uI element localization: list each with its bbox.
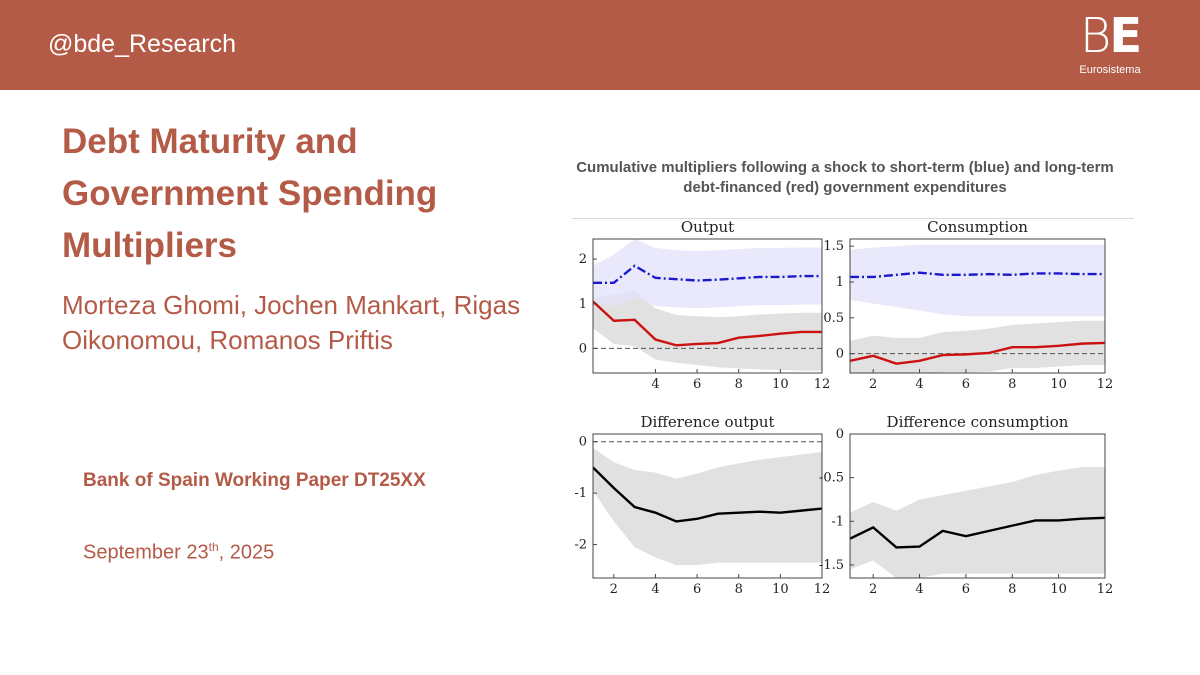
y-tick-label: 0 [579,341,587,356]
y-tick-label: -1 [574,486,587,501]
confidence-band [593,290,822,371]
figure-divider [572,218,1134,219]
panel-frame [592,238,823,374]
x-tick-label: 10 [1050,377,1067,392]
x-tick-label: 4 [915,582,923,595]
y-tick-label: 2 [579,252,587,267]
panel-frame [849,433,1106,579]
date-prefix: September 23 [83,541,209,564]
header-banner: @bde_Research BE Eurosistema [0,0,1200,90]
y-tick-label: 0 [836,347,844,362]
panel-plot-area [593,239,822,371]
y-tick-label: -1.5 [819,558,844,573]
x-tick-label: 4 [651,377,659,392]
working-paper-label: Bank of Spain Working Paper DT25XX [83,470,426,491]
series-line-long-term [850,341,1105,365]
y-tick-label: 0 [579,435,587,450]
y-tick-label: -2 [574,538,587,553]
logo-mark-bold: E [1109,8,1142,64]
y-tick-label: 1.5 [823,239,844,254]
y-tick-label: -1 [831,514,844,529]
x-tick-label: 6 [962,582,970,595]
panel-title: Output [681,218,734,236]
confidence-band [593,239,822,309]
x-tick-label: 10 [772,582,789,595]
y-tick-label: 1 [836,275,844,290]
x-tick-label: 12 [814,377,831,392]
x-tick-label: 10 [1050,582,1067,595]
x-tick-label: 8 [1008,582,1016,595]
y-tick-label: -0.5 [819,471,844,486]
x-tick-label: 12 [1097,582,1114,595]
panel-plot-area [593,441,822,566]
panel-frame [592,433,823,579]
series-line-difference [850,516,1105,549]
x-tick-label: 12 [814,582,831,595]
x-tick-label: 6 [693,582,701,595]
x-tick-label: 8 [735,377,743,392]
confidence-band [850,244,1105,317]
logo-mark: BE [1072,10,1148,62]
panel-title: Difference consumption [887,413,1069,431]
logo-mark-light: B [1079,8,1111,64]
x-tick-label: 10 [772,377,789,392]
panel-plot-area [850,467,1105,578]
x-tick-label: 8 [1008,377,1016,392]
x-tick-label: 2 [610,582,618,595]
series-line-long-term [593,300,822,347]
date-suffix: , 2025 [218,541,275,564]
x-tick-label: 6 [962,377,970,392]
x-tick-label: 8 [735,582,743,595]
confidence-band [850,467,1105,578]
x-tick-label: 4 [915,377,923,392]
presentation-date: September 23th, 2025 [83,540,274,565]
series-line-difference [593,466,822,523]
panel-title: Difference output [640,413,774,431]
x-tick-label: 12 [1097,377,1114,392]
confidence-band [850,320,1105,373]
date-ordinal: th [208,540,219,554]
confidence-band [593,447,822,566]
series-line-short-term [593,264,822,284]
x-tick-label: 6 [693,377,701,392]
authors: Morteza Ghomi, Jochen Mankart, Rigas Oik… [62,290,521,355]
slide-title: Debt Maturity and Government Spending Mu… [62,122,438,265]
y-tick-label: 1 [579,297,587,312]
figure-caption: Cumulative multipliers following a shock… [576,159,1114,196]
y-tick-label: 0 [836,427,844,442]
series-line-short-term [850,271,1105,279]
x-tick-label: 2 [869,582,877,595]
y-tick-label: 0.5 [823,311,844,326]
logo-text: Eurosistema [1079,64,1141,76]
bde-logo: BE Eurosistema [1072,10,1148,80]
x-tick-label: 2 [869,377,877,392]
panel-title: Consumption [927,218,1028,236]
panel-plot-area [850,244,1105,373]
panel-frame [849,238,1106,374]
twitter-handle: @bde_Research [48,30,236,58]
x-tick-label: 4 [651,582,659,595]
